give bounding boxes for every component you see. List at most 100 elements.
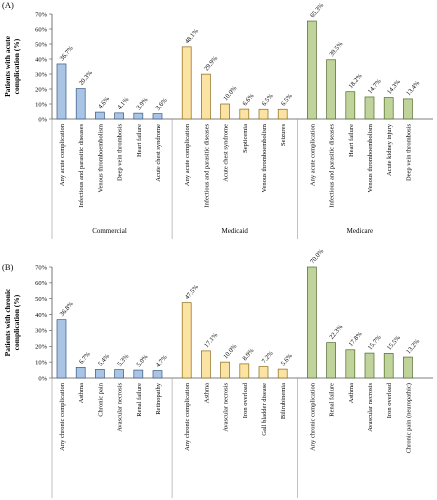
y-tick-label: 50%	[35, 296, 48, 303]
y-tick-label: 70%	[35, 11, 48, 18]
category-label: Infectious and parasitic diseases	[329, 124, 336, 208]
panel-label: (A)	[2, 0, 14, 10]
bar	[75, 367, 86, 379]
category-label: Any acute complication	[184, 123, 191, 186]
bar	[258, 366, 269, 379]
group-label: Medicaid	[221, 227, 248, 235]
category-label: Venous thromboembolism	[97, 124, 104, 192]
bar	[345, 91, 356, 120]
bar	[95, 369, 105, 379]
category-label: Avascular necrosis	[223, 383, 230, 432]
bar-value-label: 5.6%	[280, 352, 294, 367]
bar	[403, 98, 413, 120]
y-tick-label: 10%	[35, 101, 48, 108]
category-label: Renal failure	[329, 383, 336, 417]
category-label: Renal failure	[136, 383, 143, 417]
category-label: Acute chest syndrome	[223, 124, 230, 182]
bar	[181, 46, 192, 120]
y-tick-label: 40%	[35, 56, 48, 63]
bar-value-label: 3.9%	[135, 96, 149, 111]
category-label: Any chronic complication	[309, 382, 316, 451]
bar	[239, 108, 250, 120]
category-label: Avascular necrosis	[367, 383, 374, 432]
bar-value-label: 39.5%	[328, 40, 345, 58]
y-tick-label: 70%	[35, 264, 48, 271]
bar-value-label: 3.6%	[155, 97, 169, 112]
y-tick-label: 60%	[35, 280, 48, 287]
bar-value-label: 14.7%	[367, 77, 384, 95]
bar-value-label: 22.3%	[328, 323, 345, 341]
bar-value-label: 6.6%	[241, 92, 255, 107]
category-label: Acute kidney injury	[386, 123, 393, 176]
category-label: Chronic pain	[97, 382, 104, 417]
bar	[56, 319, 67, 379]
category-label: Avascular necrosis	[117, 383, 124, 432]
bar	[307, 20, 317, 120]
category-label: Iron overload	[386, 382, 393, 418]
y-tick-label: 30%	[35, 71, 48, 78]
bar-value-label: 6.5%	[280, 92, 294, 107]
y-tick-label: 0%	[38, 116, 47, 123]
bar	[220, 103, 230, 120]
bar-value-label: 48.1%	[184, 27, 201, 45]
y-axis-label: Patients with chronic	[3, 288, 12, 356]
bar	[326, 342, 336, 379]
bar-value-label: 4.7%	[155, 354, 169, 369]
group-label: Medicare	[347, 227, 373, 235]
category-label: Gall bladder disease	[261, 383, 268, 436]
bar-value-label: 13.2%	[405, 338, 422, 356]
bar-value-label: 5.3%	[116, 353, 130, 368]
bar	[201, 350, 211, 379]
category-label: Deep vein thrombosis	[117, 124, 124, 182]
bar-value-label: 5.0%	[135, 353, 149, 368]
category-label: Iron overload	[242, 382, 249, 418]
bar-value-label: 5.4%	[97, 352, 111, 367]
bar-value-label: 65.3%	[309, 2, 326, 20]
category-label: Any chronic complication	[59, 382, 66, 451]
y-tick-label: 50%	[35, 41, 48, 48]
y-axis-label: complication (%)	[12, 294, 21, 350]
bar	[114, 369, 124, 379]
bar	[56, 63, 67, 120]
bar	[403, 356, 413, 379]
category-label: Any acute complication	[309, 123, 316, 186]
category-label: Acute chest syndrome	[155, 124, 162, 182]
category-label: Septicemia	[242, 124, 249, 153]
bar	[383, 97, 394, 120]
bar-value-label: 18.2%	[347, 72, 364, 90]
bar	[114, 112, 124, 120]
bar	[277, 108, 288, 120]
bar	[133, 112, 144, 120]
category-label: Infectious and parasitic diseases	[203, 124, 210, 208]
category-label: Chronic pain (neuropathic)	[405, 383, 412, 453]
bar-value-label: 36.8%	[59, 300, 76, 318]
category-label: Any acute complication	[59, 123, 66, 186]
bar-value-label: 6.5%	[261, 92, 275, 107]
bar-value-label: 17.1%	[203, 331, 220, 349]
category-label: Seizures	[280, 124, 287, 146]
bar-value-label: 4.6%	[97, 95, 111, 110]
bar	[201, 73, 211, 120]
bar	[364, 352, 375, 379]
bar	[258, 108, 269, 120]
y-tick-label: 20%	[35, 344, 48, 351]
y-axis-label: Patients with acute	[3, 35, 12, 96]
bar	[152, 370, 163, 379]
bar-value-label: 13.4%	[405, 79, 422, 97]
category-label: Asthma	[203, 383, 210, 403]
bar-value-label: 10.0%	[222, 84, 239, 102]
bar-value-label: 7.2%	[261, 350, 275, 365]
bar	[181, 302, 192, 379]
bar-value-label: 10.0%	[222, 343, 239, 361]
category-label: Heart failure	[136, 124, 143, 157]
bar	[152, 113, 163, 120]
bar	[220, 361, 230, 379]
category-label: Venous thromboembolism	[261, 124, 268, 192]
bar-value-label: 6.7%	[78, 350, 92, 365]
bar	[345, 349, 356, 379]
category-label: Asthma	[348, 383, 355, 403]
category-label: Asthma	[78, 383, 85, 403]
category-label: Deep vein thrombosis	[405, 124, 412, 182]
bar	[364, 96, 375, 120]
